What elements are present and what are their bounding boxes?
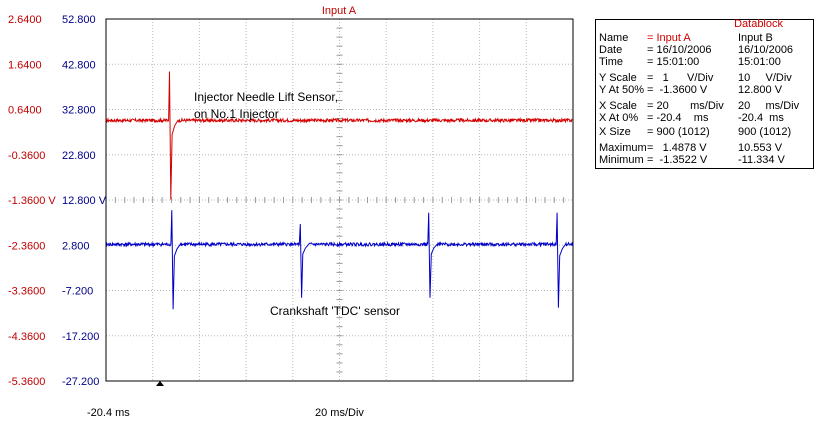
datablock-row-label: Y Scale	[599, 72, 637, 84]
datablock-value-input-a: = 20 ms/Div	[647, 100, 724, 112]
datablock-row-label: Date	[599, 44, 623, 56]
datablock-row-label: Maximum	[599, 142, 647, 154]
datablock-value-input-a: = Input A	[647, 32, 691, 44]
trigger-marker	[156, 381, 164, 386]
annotation-injector-line1: Injector Needle Lift Sensor,	[194, 90, 338, 104]
datablock-value-input-a: = 1.4878 V	[647, 142, 707, 154]
datablock-value-input-b: 15:01:00	[738, 56, 781, 68]
datablock-panel: Datablock Name = Input A Input B Date = 16/1…	[595, 18, 814, 169]
datablock-value-input-b: 16/10/2006	[738, 44, 794, 56]
chart-title: Input A	[322, 5, 357, 17]
datablock-value-input-b: 10.553 V	[738, 142, 783, 154]
y-left-tick-label: 0.6400	[8, 105, 42, 117]
datablock-value-input-b: 10 V/Div	[738, 72, 792, 84]
annotation-crankshaft: Crankshaft 'TDC' sensor	[270, 304, 400, 318]
datablock-value-input-a: = 1 V/Div	[647, 72, 714, 84]
x-scale-label: 20 ms/Div	[315, 407, 364, 419]
datablock-title: Datablock	[734, 18, 783, 30]
series-input-b-line	[105, 210, 574, 310]
y-right-tick-label: 52.800	[62, 14, 96, 26]
y-left-tick-label: -4.3600	[8, 331, 45, 343]
datablock-row-label: Minimum	[599, 154, 644, 166]
datablock-row-label: X Size	[599, 126, 631, 138]
datablock-value-input-a: = -20.4 ms	[647, 112, 709, 124]
y-left-tick-label: -5.3600	[8, 376, 45, 388]
y-left-tick-label: -1.3600 V	[8, 195, 56, 207]
datablock-row-label: Name	[599, 32, 629, 44]
y-right-tick-label: -27.200	[62, 376, 99, 388]
datablock-value-input-b: Input B	[738, 32, 773, 44]
y-right-tick-label: 42.800	[62, 59, 96, 71]
y-left-tick-label: -0.3600	[8, 150, 45, 162]
y-right-tick-label: 12.800 V	[62, 195, 107, 207]
datablock-value-input-a: = -1.3522 V	[647, 154, 708, 166]
datablock-value-input-b: 900 (1012)	[738, 126, 792, 138]
datablock-value-input-b: -20.4 ms	[738, 112, 784, 124]
datablock-value-input-a: = -1.3600 V	[647, 84, 708, 96]
datablock-row-label: Time	[599, 56, 624, 68]
datablock-value-input-b: -11.334 V	[738, 154, 785, 166]
datablock-value-input-b: 12.800 V	[738, 84, 783, 96]
datablock-row-label: X At 0%	[599, 112, 639, 124]
y-right-tick-label: -7.200	[62, 286, 93, 298]
y-axis-right: 52.800 42.800 32.800 22.800 12.800 V 2.800 -7.…	[62, 14, 107, 388]
datablock-value-input-b: 20 ms/Div	[738, 100, 800, 112]
x-start-label: -20.4 ms	[87, 407, 130, 419]
y-left-tick-label: -2.3600	[8, 240, 45, 252]
y-right-tick-label: 22.800	[62, 150, 96, 162]
datablock-value-input-a: = 900 (1012)	[647, 126, 710, 138]
y-right-tick-label: -17.200	[62, 331, 99, 343]
datablock-value-input-a: = 16/10/2006	[647, 44, 712, 56]
grid	[105, 18, 574, 382]
datablock-value-input-a: = 15:01:00	[647, 56, 700, 68]
plot-frame	[105, 18, 574, 382]
y-left-tick-label: 1.6400	[8, 59, 42, 71]
datablock-row-label: Y At 50%	[599, 84, 645, 96]
y-right-tick-label: 32.800	[62, 105, 96, 117]
datablock-row-label: X Scale	[599, 100, 637, 112]
annotation-injector-line2: on No.1 Injector	[194, 107, 279, 121]
y-left-tick-label: -3.3600	[8, 286, 45, 298]
y-left-tick-label: 2.6400	[8, 14, 42, 26]
y-axis-left: 2.6400 1.6400 0.6400 -0.3600 -1.3600 V -2.360…	[8, 14, 56, 388]
series-input-a-line	[105, 71, 574, 200]
y-right-tick-label: 2.800	[62, 240, 90, 252]
